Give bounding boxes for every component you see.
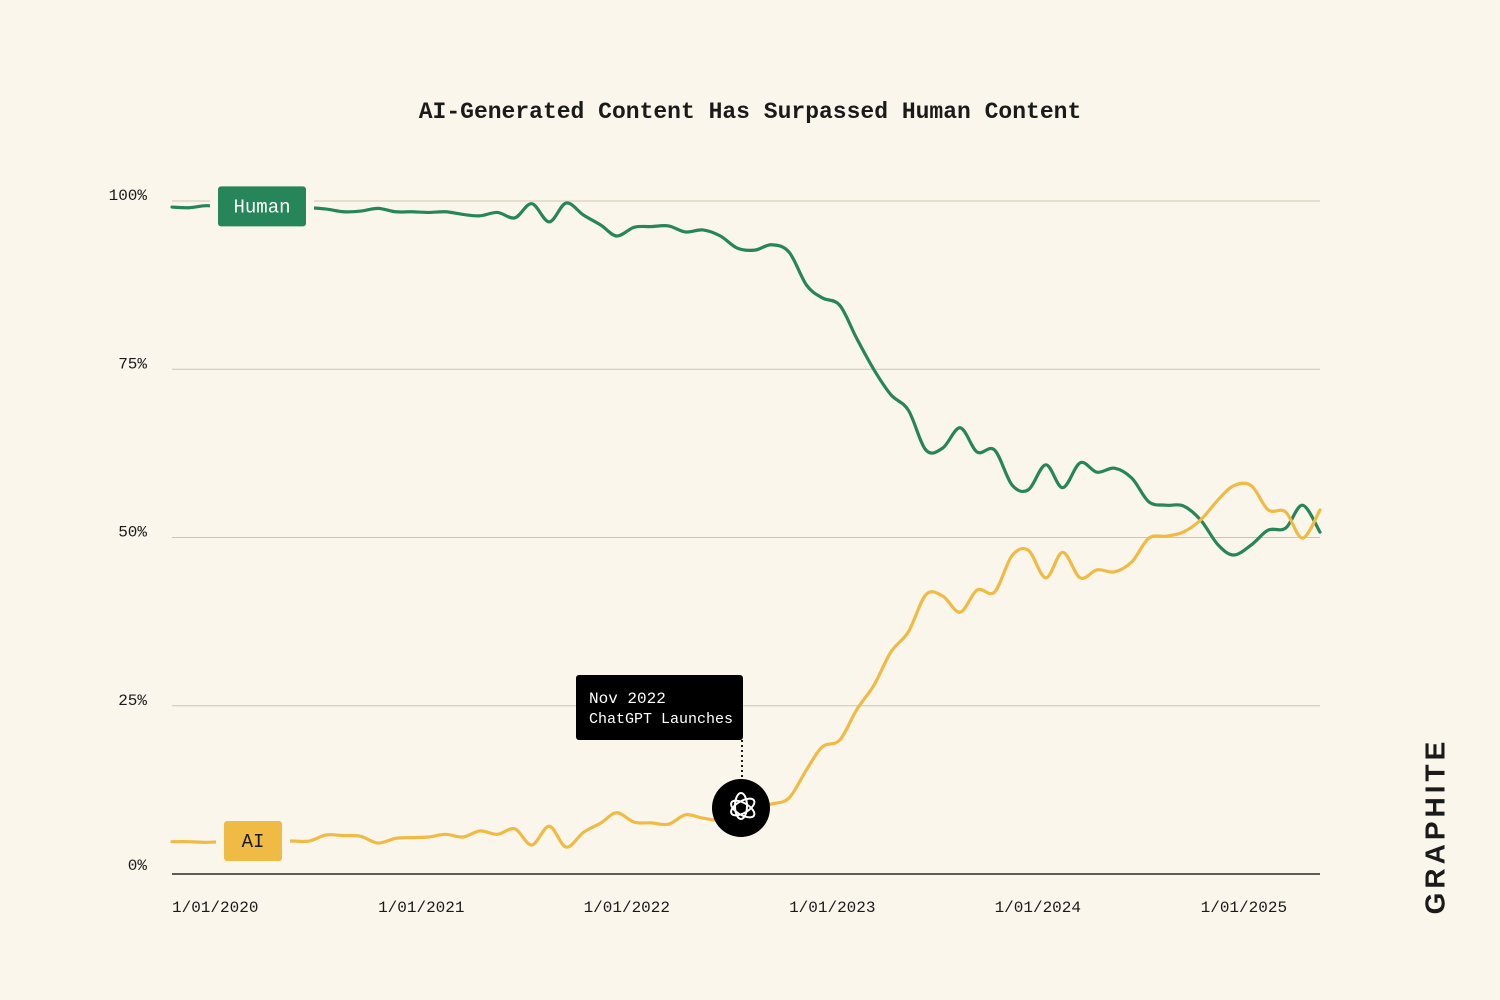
chart-title: AI-Generated Content Has Surpassed Human… xyxy=(419,99,1082,125)
y-tick-label: 0% xyxy=(128,857,148,875)
y-tick-label: 75% xyxy=(118,355,147,373)
annotation-text: ChatGPT Launches xyxy=(589,711,733,728)
legend-label: AI xyxy=(242,831,265,853)
series-label-box xyxy=(218,186,306,227)
y-tick-label: 25% xyxy=(118,692,147,710)
openai-icon xyxy=(712,779,770,837)
y-tick-label: 100% xyxy=(109,187,148,205)
legend-label: Human xyxy=(233,196,290,218)
brand-logo: GRAPHITE xyxy=(1419,738,1450,915)
y-tick-label: 50% xyxy=(118,524,147,542)
x-tick-label: 1/01/2020 xyxy=(172,899,258,917)
grid: 0% 25% 50% 75% 100% 1/01/2020 1/01/2021 1/01/20… xyxy=(109,187,1320,917)
x-tick-label: 1/01/2022 xyxy=(584,899,670,917)
openai-logo xyxy=(730,792,756,820)
series-line xyxy=(170,201,1322,557)
x-tick-label: 1/01/2025 xyxy=(1201,899,1287,917)
x-tick-label: 1/01/2024 xyxy=(995,899,1081,917)
series-label-box xyxy=(224,821,282,862)
annotation: Nov 2022 ChatGPT Launches xyxy=(576,675,770,837)
legend: Human AI xyxy=(210,184,314,864)
annotation-text: Nov 2022 xyxy=(589,690,666,708)
x-tick-label: 1/01/2021 xyxy=(378,899,464,917)
annotation-box xyxy=(576,675,743,740)
x-tick-label: 1/01/2023 xyxy=(789,899,875,917)
